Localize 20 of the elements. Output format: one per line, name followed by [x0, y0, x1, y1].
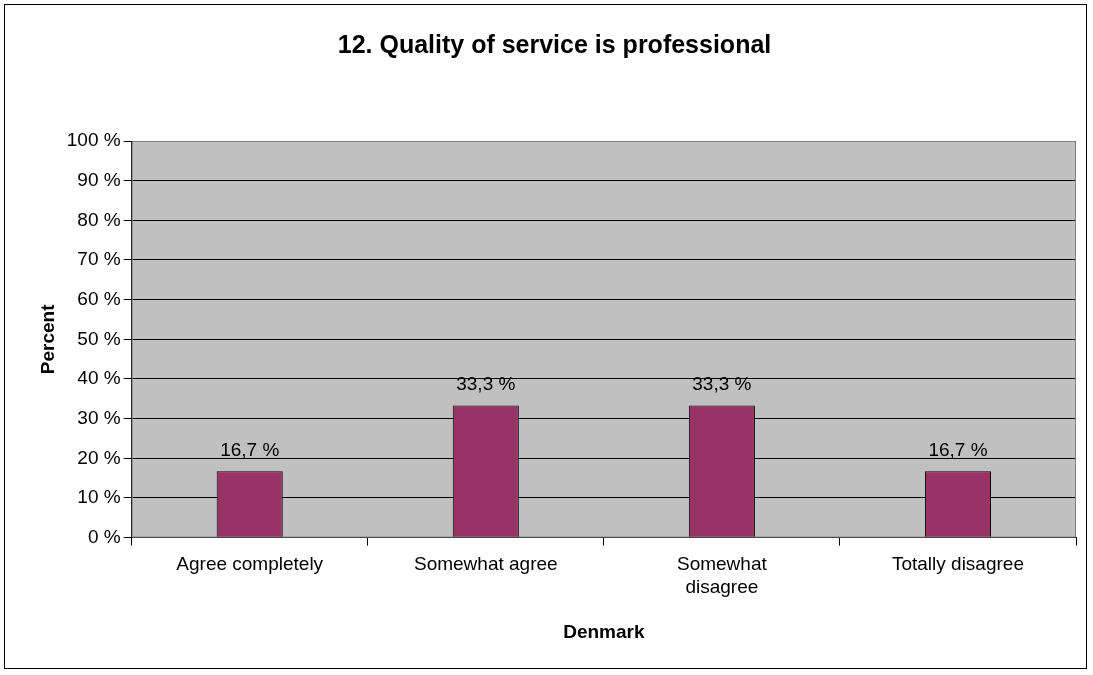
x-tick-label: Agree completely: [176, 553, 324, 575]
y-tick-label: 60 %: [77, 287, 121, 309]
x-tick-label: Somewhat agree: [413, 553, 558, 575]
y-tick-label: 20 %: [77, 446, 121, 468]
data-label: 16,7 %: [220, 439, 280, 461]
y-tick-label: 40 %: [77, 367, 121, 389]
y-axis-title: Percent: [36, 303, 58, 375]
data-label: 16,7 %: [928, 439, 988, 461]
x-tick-label: Totally disagree: [891, 553, 1024, 575]
y-tick-label: 100 %: [66, 129, 121, 151]
y-tick-label: 10 %: [77, 486, 121, 508]
y-tick-label: 50 %: [77, 327, 121, 349]
y-tick-label: 90 %: [77, 168, 121, 190]
chart-title: 12. Quality of service is professional: [337, 29, 772, 58]
x-axis-title: Denmark: [563, 620, 645, 642]
y-tick-label: 80 %: [77, 208, 121, 230]
x-tick-label: Somewhat disagree: [676, 553, 768, 598]
y-tick-label: 70 %: [77, 248, 121, 270]
y-tick-label: 30 %: [77, 406, 121, 428]
y-tick-label: 0 %: [87, 525, 121, 547]
